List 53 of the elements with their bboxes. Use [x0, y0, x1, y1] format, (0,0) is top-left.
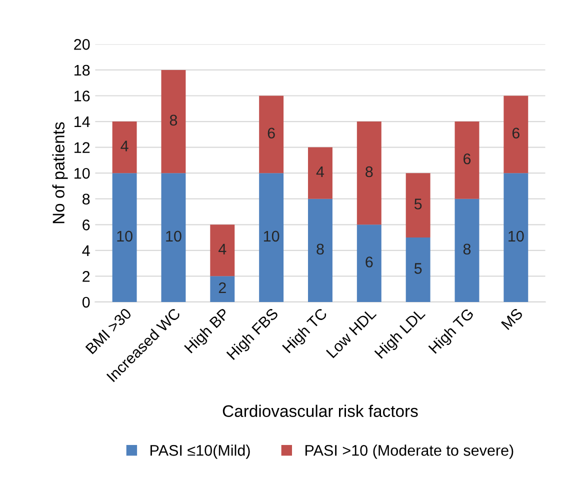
bar [308, 198, 332, 302]
bar [454, 198, 480, 302]
data-label: 10 [264, 230, 280, 242]
bar [161, 70, 186, 174]
data-label: 10 [117, 230, 132, 242]
y-tick-label: 14 [74, 116, 90, 128]
bar [112, 173, 137, 302]
bar [406, 173, 430, 238]
legend-label: PASI >10 (Moderate to severe) [305, 444, 514, 459]
y-tick-label: 2 [82, 271, 90, 282]
bar [454, 122, 480, 199]
data-label: 2 [218, 282, 226, 294]
bar [210, 276, 235, 302]
y-tick-label: 20 [74, 39, 90, 50]
bar [504, 96, 528, 174]
x-axis-title: Cardiovascular risk factors [222, 404, 418, 418]
x-tick-label: MS [500, 308, 524, 330]
y-tick-label: 6 [82, 220, 90, 230]
bar [112, 122, 137, 174]
data-label: 10 [166, 230, 182, 242]
y-axis-title: No of patients [52, 122, 68, 224]
bar [356, 122, 382, 225]
legend-label: PASI ≤10(Mild) [150, 444, 250, 459]
data-label: 6 [512, 128, 520, 139]
bar [259, 96, 284, 174]
data-label: 6 [366, 256, 373, 268]
y-tick-label: 0 [82, 296, 90, 308]
bar [161, 173, 186, 302]
data-label: 4 [316, 166, 324, 178]
bar [308, 147, 332, 199]
bar [210, 224, 235, 276]
data-label: 8 [170, 114, 178, 126]
data-label: 6 [464, 153, 471, 164]
bar [356, 224, 382, 302]
data-label: 8 [316, 244, 324, 255]
y-tick-label: 16 [74, 90, 90, 102]
bar [259, 173, 284, 302]
y-tick-label: 12 [74, 142, 90, 153]
bar [406, 238, 430, 302]
y-tick-label: 10 [74, 168, 90, 179]
bar [504, 173, 528, 302]
data-label: 5 [414, 198, 422, 210]
data-label: 8 [463, 244, 471, 255]
x-tick-label: High FBS [226, 307, 281, 362]
data-label: 8 [366, 166, 373, 178]
data-label: 6 [268, 128, 275, 139]
y-tick-label: 4 [82, 245, 90, 256]
data-label: 5 [414, 263, 422, 274]
data-label: 4 [120, 140, 128, 152]
data-label: 10 [508, 230, 524, 242]
y-tick-label: 8 [82, 194, 90, 205]
data-label: 4 [218, 244, 226, 254]
y-tick-label: 18 [74, 64, 90, 76]
